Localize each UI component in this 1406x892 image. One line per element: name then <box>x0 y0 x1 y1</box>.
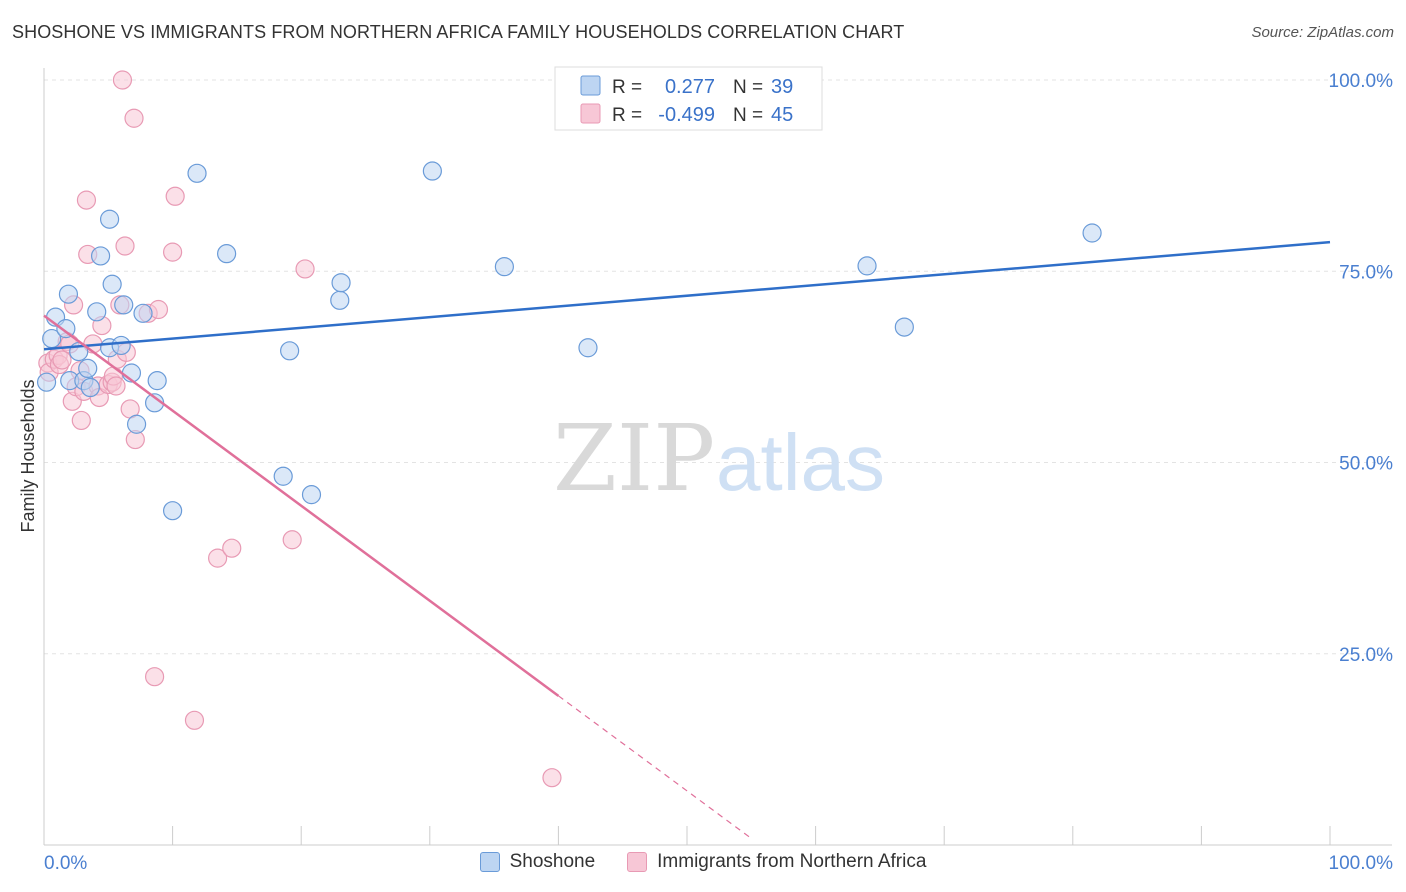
legend-swatch-shoshone-bottom <box>479 852 500 872</box>
legend-r-label-1: R = <box>612 77 642 98</box>
shoshone-point <box>1082 223 1102 243</box>
immigrants-point <box>71 410 91 431</box>
legend-label-shoshone: Shoshone <box>509 851 596 872</box>
immigrants-point <box>112 70 133 90</box>
immigrants-point <box>295 259 315 279</box>
chart-title: SHOSHONE VS IMMIGRANTS FROM NORTHERN AFR… <box>12 22 905 42</box>
shoshone-point <box>126 414 147 434</box>
shoshone-point <box>494 257 514 277</box>
shoshone-point <box>36 372 57 392</box>
shoshone-point <box>133 303 153 323</box>
y-axis-label: Family Households <box>18 379 38 532</box>
trend-lines <box>43 240 1331 839</box>
legend-label-immigrants: Immigrants from Northern Africa <box>657 851 927 872</box>
shoshone-point <box>111 335 131 356</box>
shoshone-point <box>894 317 914 337</box>
shoshone-point <box>330 290 350 310</box>
watermark: ZIP atlas <box>553 405 885 512</box>
legend-swatch-immigrants <box>580 103 601 124</box>
x-tick-label-min: 0.0% <box>44 853 87 874</box>
legend-n-value-2: 45 <box>771 104 793 126</box>
series-immigrants-points <box>38 70 562 788</box>
immigrants-point <box>115 236 135 256</box>
shoshone-point <box>114 295 134 315</box>
y-tick-label: 75.0% <box>1339 262 1393 283</box>
shoshone-point <box>163 501 183 521</box>
chart-source: Source: ZipAtlas.com <box>1251 24 1394 41</box>
x-tick-labels: 0.0% 100.0% <box>44 853 1393 874</box>
immigrants-point <box>106 376 126 396</box>
shoshone-point <box>56 319 76 339</box>
legend-r-value-2: -0.499 <box>658 104 715 126</box>
shoshone-point <box>273 466 293 486</box>
immigrants-point <box>208 548 228 568</box>
shoshone-point <box>58 284 79 304</box>
x-tick-label-max: 100.0% <box>1329 853 1394 874</box>
immigrants-point <box>76 190 97 210</box>
legend-n-label-2: N = <box>733 105 763 126</box>
shoshone-point <box>301 485 322 505</box>
trend-line-immigrants <box>43 314 560 697</box>
shoshone-point <box>217 244 237 264</box>
legend-r-label-2: R = <box>612 105 642 126</box>
y-tick-label: 100.0% <box>1329 71 1394 92</box>
immigrants-point <box>144 667 165 687</box>
immigrants-point <box>222 538 242 558</box>
legend-r-value-1: 0.277 <box>665 76 715 98</box>
immigrants-point <box>282 530 302 550</box>
shoshone-point <box>90 246 111 266</box>
immigrants-point <box>165 186 185 206</box>
correlation-legend: R = 0.277 N = 39 R = -0.499 N = 45 <box>554 66 823 131</box>
legend-item-immigrants: Immigrants from Northern Africa <box>627 851 926 873</box>
shoshone-point <box>422 161 442 181</box>
shoshone-point <box>280 341 300 361</box>
shoshone-point <box>102 274 122 294</box>
shoshone-point <box>80 377 100 398</box>
shoshone-point <box>187 163 207 183</box>
watermark-zip: ZIP <box>553 405 715 512</box>
immigrants-point <box>184 710 205 730</box>
shoshone-point <box>147 371 167 391</box>
watermark-atlas: atlas <box>716 418 885 507</box>
immigrants-point <box>163 242 183 262</box>
legend-swatch-shoshone <box>580 75 601 96</box>
legend-n-label-1: N = <box>733 77 763 98</box>
shoshone-point <box>78 358 98 379</box>
trend-line-immigrants-extension <box>558 695 752 839</box>
trend-line-shoshone <box>43 240 1331 351</box>
legend-swatch-immigrants-bottom <box>627 852 648 872</box>
y-tick-labels: 25.0% 50.0% 75.0% 100.0% <box>1329 71 1394 666</box>
axes <box>43 68 1392 846</box>
gridlines <box>44 79 1392 655</box>
legend-item-shoshone: Shoshone <box>479 851 596 873</box>
immigrants-point <box>124 108 144 128</box>
shoshone-point <box>331 273 351 293</box>
shoshone-point <box>857 256 877 276</box>
series-legend: Shoshone Immigrants from Northern Africa <box>0 851 1406 873</box>
legend-n-value-1: 39 <box>771 76 793 98</box>
shoshone-point <box>87 302 107 322</box>
immigrants-point <box>542 768 562 788</box>
shoshone-point <box>99 209 120 229</box>
y-tick-label: 50.0% <box>1339 454 1393 475</box>
y-tick-label: 25.0% <box>1339 645 1393 666</box>
immigrants-point <box>52 350 72 370</box>
shoshone-point <box>578 338 598 358</box>
